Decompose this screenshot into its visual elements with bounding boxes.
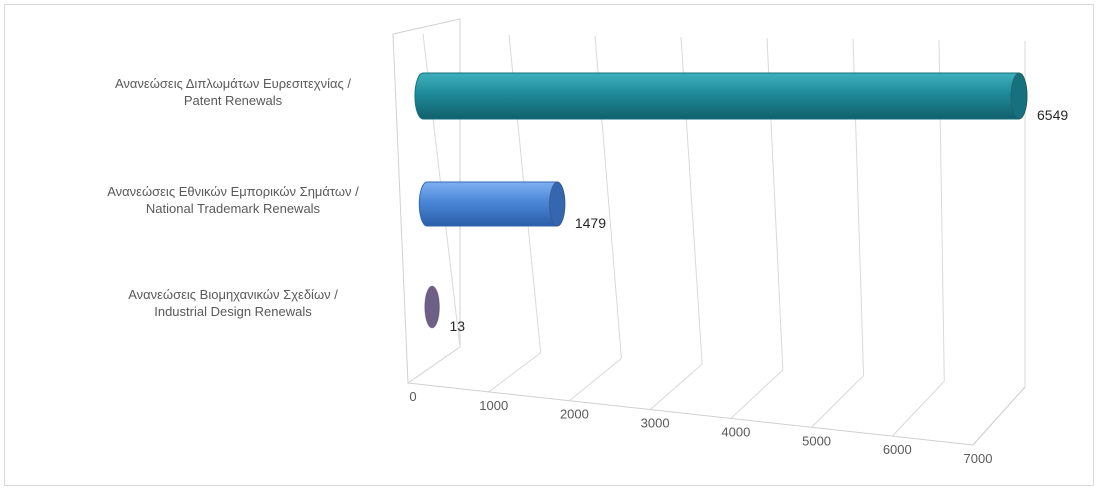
category-label: Ανανεώσεις Διπλωμάτων Ευρεσιτεχνίας / <box>115 76 351 91</box>
x-tick-label: 5000 <box>802 433 831 448</box>
x-tick-label: 3000 <box>641 416 670 431</box>
bar-2 <box>424 285 440 329</box>
x-tick-label: 4000 <box>721 424 750 439</box>
category-label: Industrial Design Renewals <box>154 304 312 319</box>
x-tick-label: 6000 <box>883 442 912 457</box>
bar-body <box>414 72 1028 120</box>
data-label: 13 <box>449 318 465 334</box>
bar-1 <box>418 181 566 227</box>
bars <box>414 72 1028 329</box>
x-tick-label: 1000 <box>479 398 508 413</box>
gridline-floor <box>649 363 703 410</box>
category-label: Patent Renewals <box>184 93 283 108</box>
gridline-floor <box>730 369 784 419</box>
data-label: 1479 <box>575 215 606 231</box>
bar-cap <box>1010 72 1028 120</box>
x-tick-label: 2000 <box>560 407 589 422</box>
x-tick-label: 7000 <box>964 451 993 466</box>
category-label: National Trademark Renewals <box>146 201 321 216</box>
bar-cap <box>424 285 440 329</box>
bar-cap <box>548 181 566 227</box>
x-tick-label: 0 <box>409 389 416 404</box>
data-label: 6549 <box>1037 107 1068 123</box>
gridline-floor <box>407 346 461 384</box>
category-label: Ανανεώσεις Βιομηχανικών Σχεδίων / <box>128 287 338 302</box>
labels: 0 1000 2000 3000 4000 5000 6000 7000 6549 Ανανεώσ… <box>107 76 1068 466</box>
floor-right-edge <box>972 386 1026 446</box>
gridline-floor <box>891 380 945 437</box>
chart-frame: 0 1000 2000 3000 4000 5000 6000 7000 6549 Ανανεώσ… <box>4 4 1094 486</box>
gridline-floor <box>569 358 622 402</box>
category-label: Ανανεώσεις Εθνικών Εμπορικών Σημάτων / <box>107 184 359 199</box>
bar-0 <box>414 72 1028 120</box>
bar-chart: 0 1000 2000 3000 4000 5000 6000 7000 6549 Ανανεώσ… <box>107 18 1068 466</box>
gridline-floor <box>811 375 864 428</box>
floor-front-edge <box>407 382 974 446</box>
gridline-floor <box>488 352 542 393</box>
bar-body <box>418 181 566 227</box>
